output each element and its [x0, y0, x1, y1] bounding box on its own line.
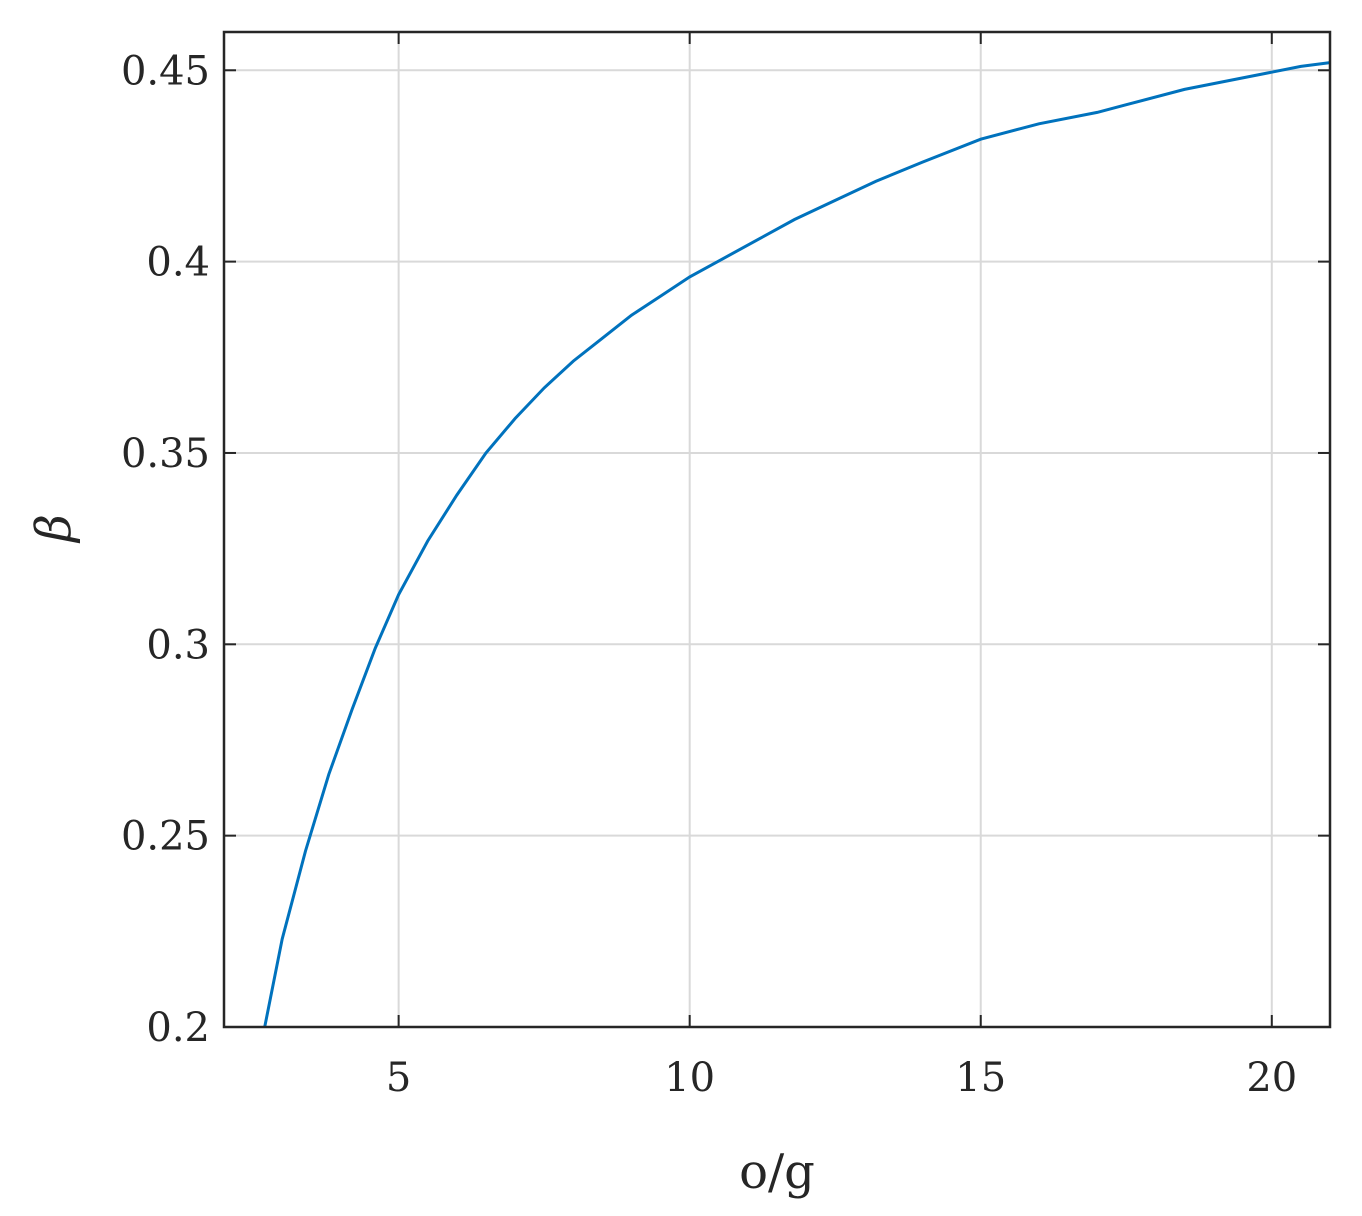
- x-tick-label: 20: [1246, 1055, 1297, 1101]
- y-tick-label: 0.35: [121, 431, 210, 477]
- x-tick-label: 5: [386, 1055, 411, 1101]
- plot-frame: [222, 30, 1332, 1029]
- y-tick-label: 0.3: [146, 622, 210, 668]
- y-tick-label: 0.45: [121, 48, 210, 94]
- series-layer: [263, 61, 1331, 1028]
- series-line: [263, 61, 1331, 1028]
- y-axis-label: β: [26, 514, 82, 544]
- y-tick-label: 0.2: [146, 1005, 210, 1051]
- x-axis-label: o/g: [739, 1144, 815, 1200]
- x-tick-label: 15: [955, 1055, 1006, 1101]
- grid-lines: [224, 32, 1330, 1028]
- y-tick-labels: 0.2 0.25 0.3 0.35 0.4 0.45: [121, 48, 210, 1051]
- y-tick-label: 0.25: [121, 814, 210, 860]
- y-tick-label: 0.4: [146, 240, 210, 286]
- x-tick-label: 10: [664, 1055, 715, 1101]
- x-tick-labels: 5 10 15 20: [386, 1055, 1297, 1101]
